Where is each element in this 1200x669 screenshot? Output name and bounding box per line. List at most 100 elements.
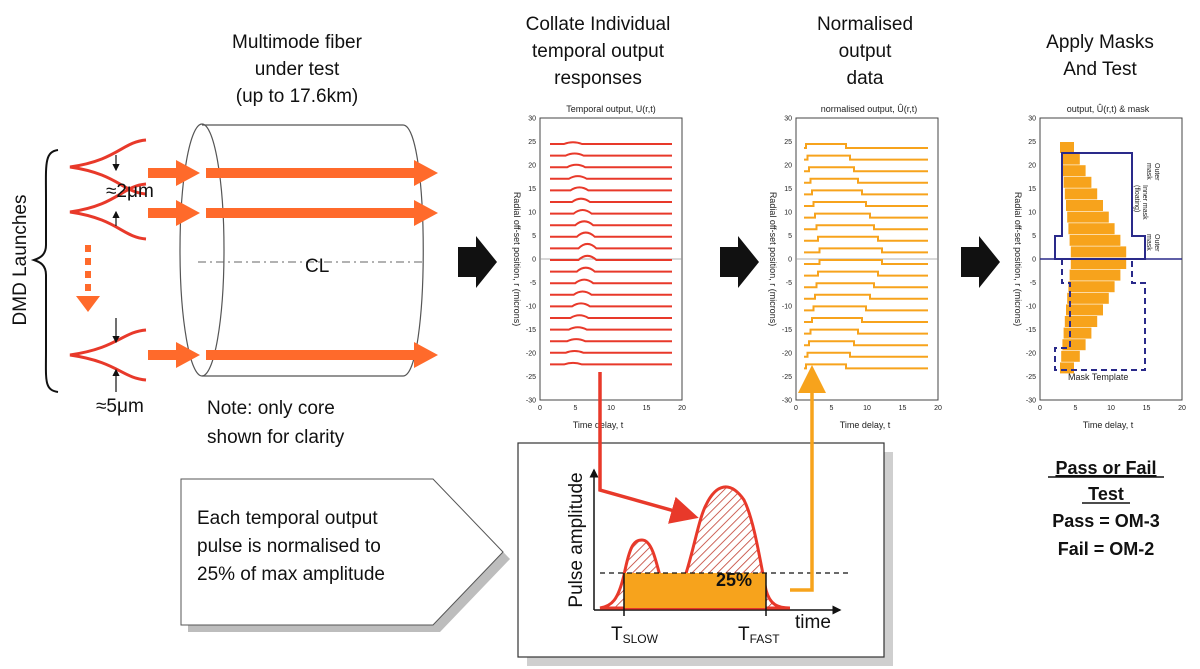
p2-ytick-label: -5 <box>786 280 792 287</box>
normalised-output-plot: normalised output, Û(r,t) 30 25 20 15 10 5 0 -5… <box>768 104 942 430</box>
p1-ytick-label: -15 <box>526 327 536 334</box>
p1-ytick-label: -25 <box>526 374 536 381</box>
p1-trace <box>550 242 672 250</box>
fiber-front-face <box>179 123 225 377</box>
p2-trace <box>804 247 928 254</box>
p1-ytick-label: -30 <box>526 398 536 405</box>
p2-trace <box>804 177 928 184</box>
p1-trace <box>550 231 672 238</box>
result-pass: Pass = OM-3 <box>1052 511 1160 531</box>
p2-trace <box>804 212 928 219</box>
masks-title-2: And Test <box>1063 59 1137 80</box>
p2-ytick-label: 30 <box>784 116 792 123</box>
p1-trace <box>550 338 672 343</box>
p1-ytick-label: 10 <box>528 210 536 217</box>
p2-ytick-label: 0 <box>788 257 792 264</box>
plot2-title: normalised output, Û(r,t) <box>821 104 918 114</box>
fiber-back-face <box>402 124 424 377</box>
temporal-output-plot: Temporal output, U(r,t) 30 25 20 15 10 5 0 -5 -1… <box>512 104 686 430</box>
p1-trace <box>550 361 672 366</box>
p3-xtick-label: 15 <box>1143 405 1151 412</box>
p2-xtick-label: 10 <box>863 405 871 412</box>
p3-ytick-label: -25 <box>1026 374 1036 381</box>
p1-trace <box>550 302 672 308</box>
p2-trace <box>804 166 928 173</box>
mask-outer-mid-2: mask <box>1145 234 1152 251</box>
launch-brace <box>30 149 59 393</box>
p3-xtick-label: 20 <box>1178 405 1186 412</box>
p2-trace <box>804 259 928 265</box>
callout-line-2: pulse is normalised to <box>197 536 381 557</box>
p2-ytick-label: 10 <box>784 210 792 217</box>
flow-arrow-2 <box>720 236 759 288</box>
pulse-inset: Pulse amplitude time 25% TSLOW TFAST <box>517 442 893 666</box>
p3-bar <box>1061 153 1080 165</box>
amber-connector-arrow <box>790 365 826 592</box>
p2-trace <box>804 317 928 323</box>
p2-trace <box>804 235 928 242</box>
p2-ytick-label: 20 <box>784 163 792 170</box>
p3-ytick-label: 20 <box>1028 163 1036 170</box>
p3-ytick-label: 10 <box>1028 210 1036 217</box>
p2-xtick-label: 20 <box>934 405 942 412</box>
p3-xtick-label: 10 <box>1107 405 1115 412</box>
p3-bar <box>1066 200 1103 211</box>
p1-trace <box>550 290 672 296</box>
p3-bar <box>1069 234 1121 246</box>
p3-ytick-label: -30 <box>1026 398 1036 405</box>
p2-trace <box>804 305 928 312</box>
p3-bar <box>1066 304 1103 316</box>
pulse-xlabel: time <box>795 612 831 633</box>
p1-trace <box>550 186 672 192</box>
mask-outer-top-2: mask <box>1145 163 1152 180</box>
normalise-callout: Each temporal output pulse is normalised… <box>180 478 510 632</box>
callout-line-3: 25% of max amplitude <box>197 564 385 585</box>
p1-trace <box>550 350 672 354</box>
p2-xtick-label: 0 <box>794 405 798 412</box>
mask-outer-top-1: Outer <box>1153 163 1160 181</box>
p1-trace <box>550 314 672 319</box>
masks-title-1: Apply Masks <box>1046 32 1154 53</box>
propagation-arrows <box>148 160 438 368</box>
collate-title-2: temporal output <box>532 41 665 62</box>
red-connector-arrow <box>598 372 699 524</box>
p1-trace <box>550 152 672 157</box>
p1-ytick-label: 25 <box>528 139 536 146</box>
p3-bar <box>1062 339 1086 351</box>
normalised-title-3: data <box>847 68 884 89</box>
p3-bar <box>1070 258 1127 269</box>
p1-ytick-label: 5 <box>532 233 536 240</box>
p3-ytick-label: 0 <box>1032 257 1036 264</box>
collate-title-1: Collate Individual <box>526 14 671 35</box>
pulse-ylabel: Pulse amplitude <box>566 472 587 607</box>
mask-inner-2: (floating) <box>1133 185 1140 212</box>
p3-bar <box>1068 223 1115 235</box>
fiber-title-2: under test <box>255 59 340 80</box>
p2-trace <box>804 328 928 335</box>
plot1-xlabel: Time delay, t <box>573 420 624 430</box>
p3-bar <box>1068 281 1115 293</box>
p3-bar <box>1064 316 1098 327</box>
p2-trace <box>804 154 928 161</box>
p3-bar <box>1067 292 1109 304</box>
dmd-launches-label: DMD Launches <box>10 195 31 326</box>
result-heading-1: Pass or Fail <box>1055 458 1156 478</box>
p1-ytick-label: -10 <box>526 304 536 311</box>
p2-ytick-label: -25 <box>782 374 792 381</box>
p2-xtick-label: 15 <box>899 405 907 412</box>
p3-xtick-label: 5 <box>1074 405 1078 412</box>
launch-profile-mid <box>69 182 147 241</box>
p1-trace <box>550 163 672 169</box>
p1-xtick-label: 15 <box>643 405 651 412</box>
p2-ytick-label: -20 <box>782 351 792 358</box>
spot-small-label: ≈2μm <box>106 181 154 202</box>
p2-trace <box>804 224 928 231</box>
launch-profile-bottom <box>69 328 147 382</box>
p1-trace <box>550 220 672 227</box>
p3-ytick-label: -20 <box>1026 351 1036 358</box>
fiber-title-1: Multimode fiber <box>232 32 363 53</box>
plot2-xlabel: Time delay, t <box>840 420 891 430</box>
p1-trace <box>550 175 672 180</box>
p2-ytick-label: -10 <box>782 304 792 311</box>
